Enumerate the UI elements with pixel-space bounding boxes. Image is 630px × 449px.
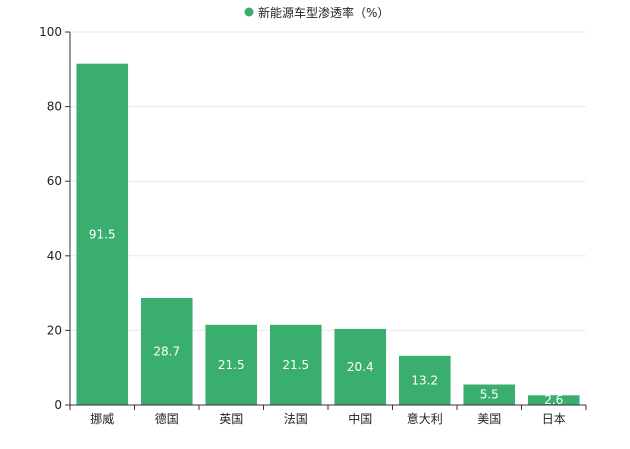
legend-marker-dot [244, 7, 254, 17]
y-tick-label: 100 [39, 25, 62, 39]
x-tick-label: 德国 [155, 411, 179, 426]
y-tick-label: 40 [47, 249, 62, 263]
bar [398, 355, 451, 405]
y-axis-ticks: 0 20 40 60 80 100 [39, 25, 70, 412]
x-tick-label: 意大利 [407, 411, 443, 426]
x-axis: 挪威 德国 英国 法国 中国 意大利 美国 日本 [69, 32, 587, 426]
bar-value-labels: 91.5 28.7 21.5 21.5 20.4 13.2 5.5 2.6 [89, 227, 563, 407]
bar [463, 384, 516, 405]
x-tick-label: 中国 [348, 411, 372, 426]
x-tick-label: 英国 [219, 412, 243, 426]
bar [205, 324, 258, 405]
bar-value-label: 20.4 [347, 360, 374, 374]
bar-value-label: 2.6 [544, 393, 563, 407]
grid-lines [70, 31, 586, 331]
legend-label: 新能源车型渗透率（%） [258, 5, 389, 20]
bars [76, 63, 580, 406]
y-tick-label: 80 [47, 100, 62, 114]
bar [269, 324, 322, 405]
bar [140, 297, 193, 405]
y-tick-label: 0 [54, 398, 62, 412]
x-tick-label: 挪威 [90, 412, 114, 426]
bar [76, 63, 129, 406]
bar [334, 328, 387, 405]
bar-value-label: 21.5 [282, 358, 309, 372]
x-tick-label: 法国 [284, 412, 308, 426]
bar-value-label: 13.2 [411, 373, 438, 387]
bar-value-label: 21.5 [218, 358, 245, 372]
x-tick-label: 日本 [542, 412, 566, 426]
bar-value-label: 28.7 [153, 344, 180, 358]
bar-value-label: 91.5 [89, 227, 116, 241]
bar-value-label: 5.5 [480, 388, 499, 402]
y-tick-label: 60 [47, 174, 62, 188]
legend: 新能源车型渗透率（%） [244, 5, 389, 20]
x-tick-label: 美国 [477, 412, 501, 426]
bar [527, 395, 580, 405]
y-tick-label: 20 [47, 323, 62, 337]
